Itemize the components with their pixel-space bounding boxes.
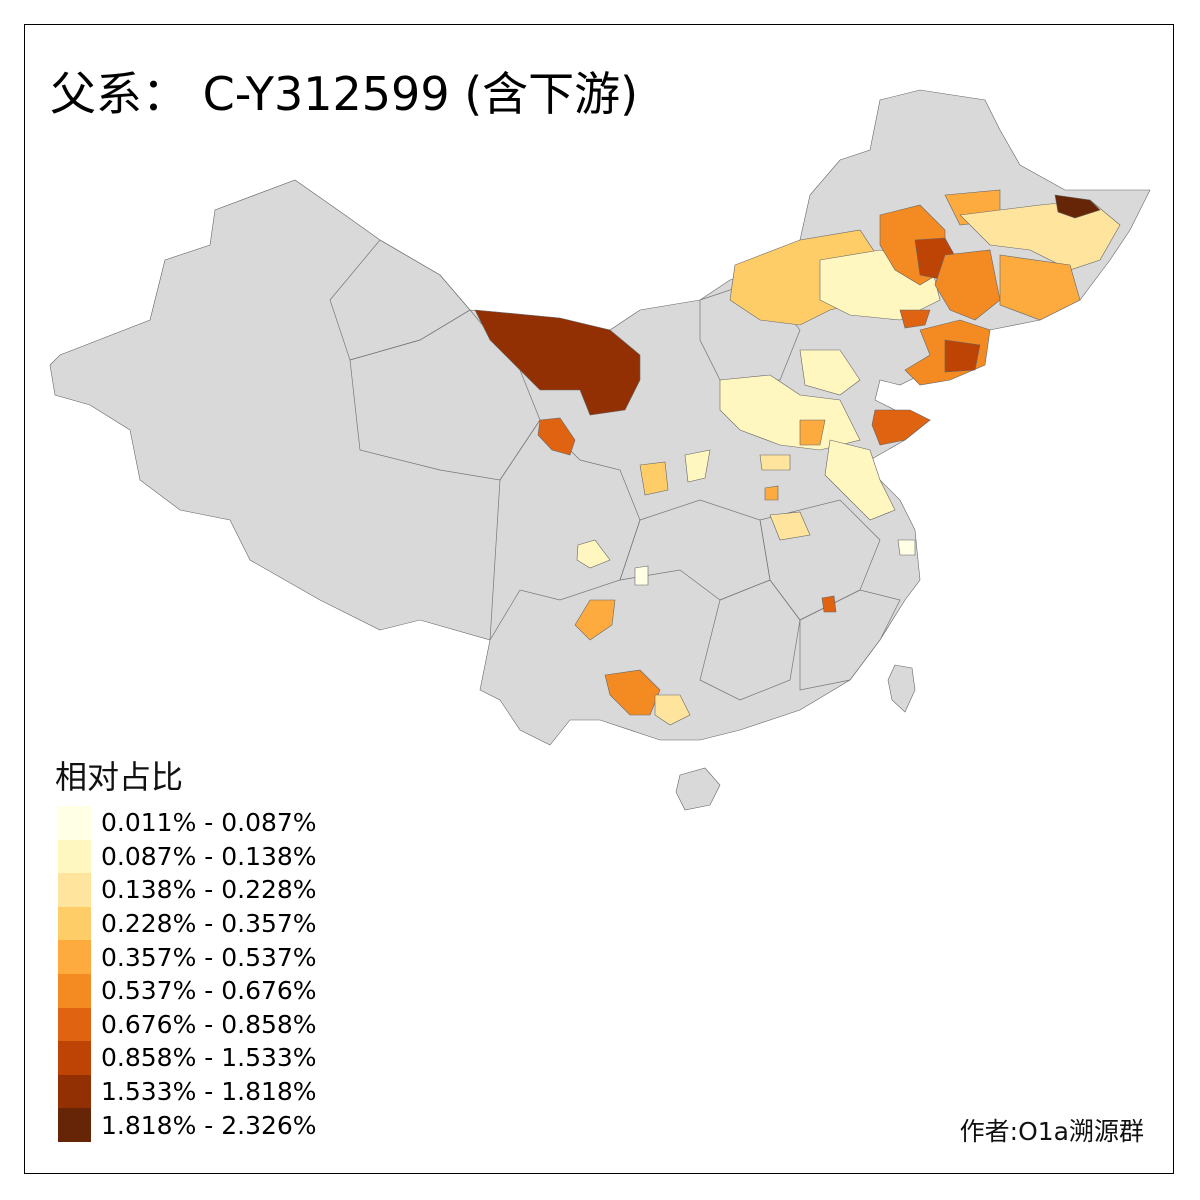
china-base-region xyxy=(49,89,1151,746)
legend-item: 0.228% - 0.357% xyxy=(58,906,317,941)
legend-label: 0.858% - 1.533% xyxy=(101,1043,317,1073)
region-class-4 xyxy=(574,599,616,641)
legend-swatch xyxy=(58,1108,91,1142)
region-class-9 xyxy=(1054,194,1101,219)
author-credit: 作者:O1a溯源群 xyxy=(959,1117,1144,1146)
legend-item: 1.533% - 1.818% xyxy=(58,1074,317,1109)
legend-label: 0.228% - 0.357% xyxy=(101,909,317,939)
legend-item: 0.537% - 0.676% xyxy=(58,973,317,1008)
legend-item: 0.858% - 1.533% xyxy=(58,1041,317,1075)
legend-title: 相对占比 xyxy=(55,758,184,796)
region-class-0 xyxy=(634,565,649,586)
hainan-region xyxy=(675,767,721,811)
legend-swatch xyxy=(58,940,91,974)
legend-label: 1.533% - 1.818% xyxy=(101,1077,317,1107)
legend-label: 0.011% - 0.087% xyxy=(101,808,317,838)
legend-label: 0.537% - 0.676% xyxy=(101,976,317,1006)
legend-swatch xyxy=(58,973,91,1008)
legend-item: 0.138% - 0.228% xyxy=(58,873,317,907)
region-class-2 xyxy=(654,694,691,726)
legend-item: 1.818% - 2.326% xyxy=(58,1108,317,1142)
region-class-1 xyxy=(684,449,711,483)
legend: 0.011% - 0.087% 0.087% - 0.138% 0.138% - 0… xyxy=(58,806,317,1142)
region-class-2 xyxy=(759,454,791,471)
region-class-5 xyxy=(934,249,1001,321)
legend-swatch xyxy=(58,1074,91,1109)
legend-item: 0.087% - 0.138% xyxy=(58,839,317,874)
legend-label: 0.676% - 0.858% xyxy=(101,1009,317,1039)
legend-item: 0.357% - 0.537% xyxy=(58,940,317,974)
legend-label: 0.138% - 0.228% xyxy=(101,875,317,905)
region-class-1 xyxy=(799,349,861,396)
legend-swatch xyxy=(58,806,91,840)
frame-border xyxy=(24,24,1174,1174)
region-class-3 xyxy=(639,461,669,496)
region-class-6 xyxy=(821,595,837,613)
region-class-5 xyxy=(604,669,661,716)
taiwan-region xyxy=(887,664,916,713)
region-class-7 xyxy=(944,339,981,373)
legend-swatch xyxy=(58,906,91,941)
legend-label: 1.818% - 2.326% xyxy=(101,1110,317,1140)
region-class-6 xyxy=(871,409,931,446)
region-class-4 xyxy=(999,254,1081,321)
legend-item: 0.676% - 0.858% xyxy=(58,1007,317,1042)
region-class-1 xyxy=(576,539,611,569)
province-boundary xyxy=(759,499,881,621)
region-class-2 xyxy=(769,511,811,541)
region-class-8 xyxy=(474,309,641,416)
legend-label: 0.087% - 0.138% xyxy=(101,841,317,871)
legend-swatch xyxy=(58,839,91,874)
legend-item: 0.011% - 0.087% xyxy=(58,806,317,840)
map-title: 父系： C-Y312599 (含下游) xyxy=(50,67,639,121)
legend-swatch xyxy=(58,1007,91,1042)
region-class-6 xyxy=(899,309,931,329)
region-class-6 xyxy=(537,417,576,456)
legend-swatch xyxy=(58,873,91,907)
legend-label: 0.357% - 0.537% xyxy=(101,942,317,972)
legend-swatch xyxy=(58,1041,91,1075)
region-class-0 xyxy=(897,539,916,556)
region-class-4 xyxy=(799,419,826,446)
region-class-4 xyxy=(764,485,779,501)
region-class-1 xyxy=(824,439,896,521)
